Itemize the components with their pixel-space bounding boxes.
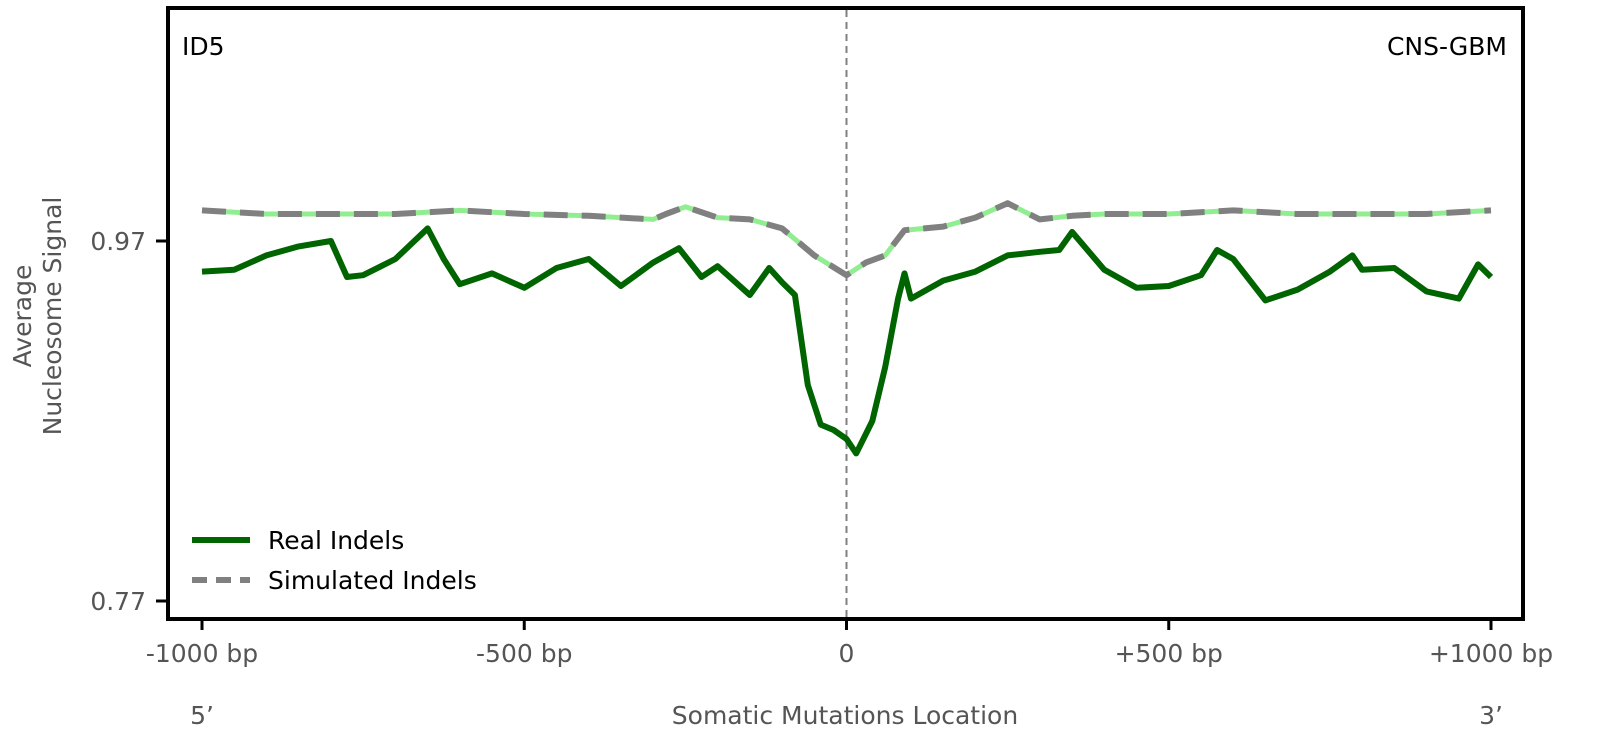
y-axis-ticks: 0.77 0.97 [90,227,168,616]
annotation-right: CNS-GBM [1387,32,1507,61]
x-end-right-label: 3’ [1479,701,1503,730]
legend: Real Indels Simulated Indels [192,526,477,595]
series-line-simulated-indels [201,200,1492,279]
series-line-real-indels [201,225,1494,457]
x-axis-ticks: -1000 bp -500 bp 0 +500 bp +1000 bp [146,619,1553,668]
legend-label-real-indels: Real Indels [268,526,404,555]
x-tick-label: +500 bp [1115,639,1223,668]
x-tick-label: -1000 bp [146,639,258,668]
y-tick-label: 0.77 [90,587,146,616]
y-axis-title-line2: Nucleosome Signal [38,197,67,436]
x-tick-label: +1000 bp [1429,639,1553,668]
annotation-left: ID5 [182,32,225,61]
x-tick-label: 0 [839,639,855,668]
legend-label-simulated-indels: Simulated Indels [268,566,477,595]
x-axis-title: Somatic Mutations Location [672,701,1018,730]
series-layer [201,200,1494,457]
x-end-left-label: 5’ [190,701,214,730]
y-tick-label: 0.97 [90,227,146,256]
y-axis-title: Average Nucleosome Signal [8,197,67,436]
y-axis-title-line1: Average [8,265,37,368]
x-tick-label: -500 bp [476,639,572,668]
